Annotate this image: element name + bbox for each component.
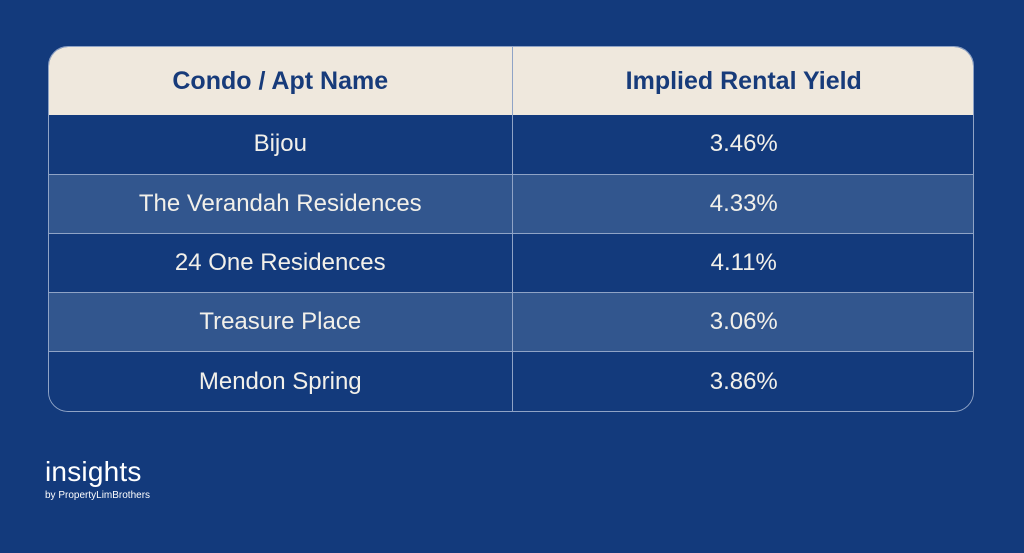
- logo-wordmark: insights: [45, 456, 142, 487]
- rental-yield-cell: 3.86%: [511, 351, 973, 411]
- condo-name-cell: Bijou: [253, 130, 307, 158]
- column-header-yield: Implied Rental Yield: [511, 47, 973, 115]
- rental-yield-table-container: Condo / Apt Name Implied Rental Yield Bi…: [48, 46, 974, 412]
- rental-yield-cell: 4.11%: [511, 232, 973, 293]
- condo-name-cell: Treasure Place: [49, 292, 512, 352]
- insights-logo: insights by PropertyLimBrothers: [45, 457, 150, 502]
- condo-name-cell: The Verandah Residences: [49, 173, 512, 234]
- rental-yield-cell: 4.33%: [511, 173, 973, 234]
- table-header-row: Condo / Apt Name Implied Rental Yield: [49, 47, 973, 115]
- table-row: Treasure Place 3.06%: [49, 292, 973, 352]
- condo-name-cell: 24 One Residences: [49, 232, 512, 293]
- rental-yield-cell: 3.06%: [511, 292, 973, 352]
- table-row: The Verandah Residences 4.33%: [49, 173, 973, 234]
- table-row: Bijou 3.46%: [49, 115, 973, 175]
- condo-name-cell: Mendon Spring: [49, 351, 512, 411]
- table-body: Bijou 3.46% The Verandah Residences 4.33…: [49, 115, 973, 411]
- table-row: 24 One Residences 4.11%: [49, 232, 973, 293]
- logo-tagline: by PropertyLimBrothers: [45, 490, 151, 501]
- table-header: Condo / Apt Name Implied Rental Yield: [49, 47, 973, 115]
- table-row: Mendon Spring 3.86%: [49, 351, 973, 411]
- column-header-name: Condo / Apt Name: [172, 66, 389, 95]
- rental-yield-cell: 3.46%: [511, 115, 973, 175]
- rental-yield-table: Condo / Apt Name Implied Rental Yield Bi…: [49, 47, 973, 411]
